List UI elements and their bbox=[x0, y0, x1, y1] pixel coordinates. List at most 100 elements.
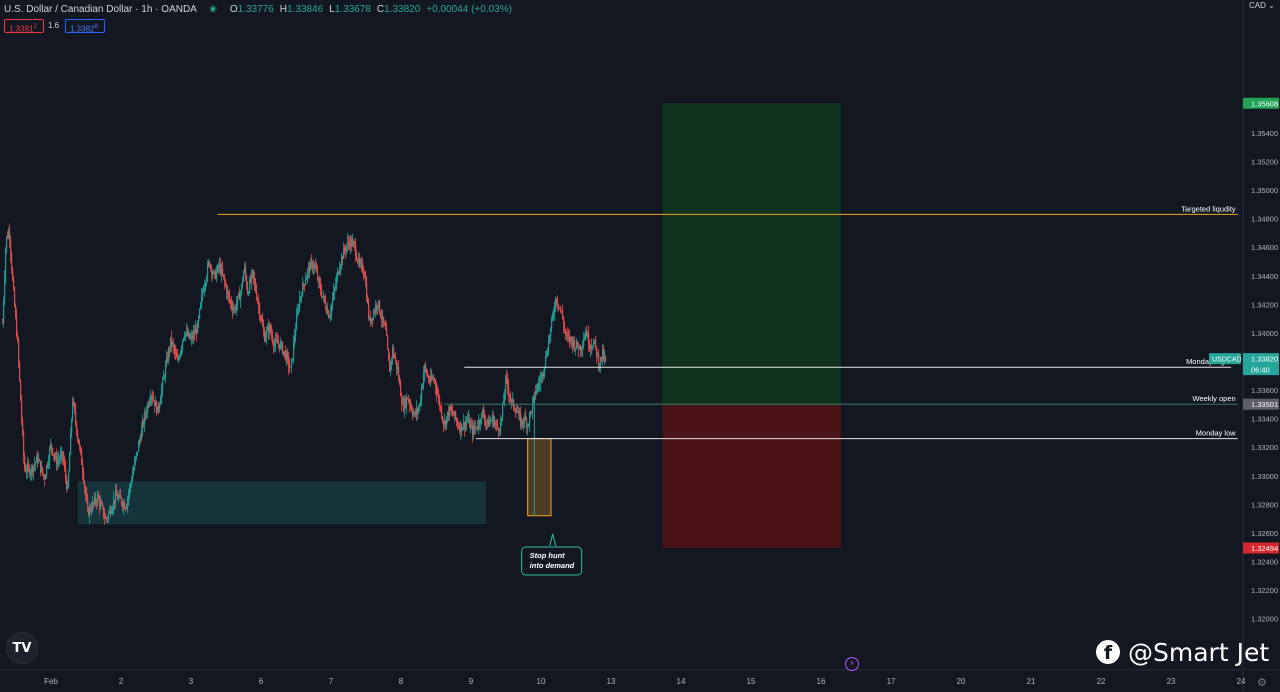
candle-body bbox=[51, 443, 53, 449]
candle-body bbox=[58, 459, 60, 461]
candle-body bbox=[167, 357, 169, 361]
candle-body bbox=[377, 305, 379, 308]
candle-body bbox=[552, 315, 554, 319]
candle-body bbox=[103, 507, 105, 517]
candle-body bbox=[330, 312, 332, 318]
candle-body bbox=[347, 241, 349, 247]
candle-body bbox=[256, 291, 258, 299]
price-axis[interactable]: 1.35608 1.35400 1.35200 1.35000 1.34800 1.346… bbox=[1209, 0, 1279, 692]
candle-body bbox=[378, 300, 380, 306]
candle-body bbox=[237, 296, 239, 304]
candle-body bbox=[598, 354, 600, 367]
candle-body bbox=[288, 356, 290, 367]
candle-body bbox=[310, 261, 312, 271]
time-tick-label: 24 bbox=[1237, 677, 1246, 686]
candle-body bbox=[38, 460, 40, 463]
candle-body bbox=[253, 270, 255, 278]
candle-body bbox=[260, 316, 262, 320]
candle-body bbox=[329, 317, 331, 319]
candle-body bbox=[241, 284, 243, 293]
candle-body bbox=[172, 343, 174, 345]
candle-body bbox=[252, 270, 254, 273]
annotation-layer: Targeted liqudity Monday high Weekly open M… bbox=[217, 204, 1238, 576]
candle-body bbox=[550, 327, 552, 337]
candle-body bbox=[96, 501, 98, 503]
candle-body bbox=[504, 393, 506, 401]
candle-body bbox=[186, 331, 188, 334]
monday-high-label: Monday high bbox=[1186, 357, 1229, 366]
time-tick-label: 2 bbox=[119, 677, 124, 686]
candle-body bbox=[298, 308, 300, 311]
candle-body bbox=[57, 460, 59, 465]
price-tick-label: 1.34600 bbox=[1251, 243, 1278, 252]
buy-button[interactable]: 1.33828 bbox=[65, 19, 105, 34]
candle-body bbox=[232, 306, 234, 311]
price-tick-label: 1.33600 bbox=[1251, 386, 1278, 395]
candle-body bbox=[169, 349, 171, 351]
candle-body bbox=[420, 400, 422, 404]
candle-body bbox=[571, 337, 573, 341]
candle-body bbox=[581, 348, 583, 351]
candle-body bbox=[89, 507, 91, 516]
candle-body bbox=[499, 430, 501, 432]
gear-icon[interactable]: ⚙ bbox=[1257, 677, 1267, 689]
candle-body bbox=[311, 261, 313, 263]
candle-body bbox=[152, 396, 154, 400]
candle-body bbox=[514, 407, 516, 411]
candle-body bbox=[140, 440, 142, 442]
sell-button[interactable]: 1.33812 bbox=[4, 19, 44, 34]
candle-body bbox=[150, 397, 152, 402]
candle-body bbox=[351, 239, 353, 247]
candle-body bbox=[379, 300, 381, 313]
candle-body bbox=[520, 414, 522, 426]
candle-body bbox=[10, 239, 12, 255]
price-tick-label: 1.33200 bbox=[1251, 443, 1278, 452]
candle-body bbox=[364, 273, 366, 278]
candle-body bbox=[513, 399, 515, 408]
lightning-icon[interactable]: ⚡ bbox=[845, 657, 859, 671]
symbol-title[interactable]: U.S. Dollar / Canadian Dollar · 1h · OAN… bbox=[4, 3, 197, 15]
low-value: 1.33678 bbox=[334, 3, 371, 15]
candle-body bbox=[161, 388, 163, 399]
candle-body bbox=[196, 329, 198, 334]
candle-body bbox=[145, 413, 147, 415]
candle-body bbox=[222, 268, 224, 275]
candle-body bbox=[477, 427, 479, 429]
candle-body bbox=[67, 486, 69, 489]
price-tick-label: 1.32400 bbox=[1251, 557, 1278, 566]
currency-selector[interactable]: CAD ⌄ bbox=[1249, 1, 1275, 10]
candle-body bbox=[157, 406, 159, 414]
candle-body bbox=[93, 502, 95, 504]
candle-body bbox=[113, 499, 115, 508]
candle-body bbox=[468, 417, 470, 420]
candle-body bbox=[69, 454, 71, 472]
time-axis[interactable]: Feb 2 3 6 7 8 9 10 13 14 15 16 17 20 21 22 23 24 bbox=[0, 669, 1280, 686]
candle-body bbox=[295, 329, 297, 337]
candle-body bbox=[240, 292, 242, 301]
price-tick-label: 1.33400 bbox=[1251, 415, 1278, 424]
candle-body bbox=[45, 475, 47, 480]
candle-body bbox=[155, 401, 157, 407]
candle-body bbox=[386, 329, 388, 336]
tradingview-logo-icon[interactable]: TV bbox=[6, 632, 38, 664]
candle-body bbox=[470, 424, 472, 428]
candle-body bbox=[434, 379, 436, 381]
candle-body bbox=[425, 365, 427, 370]
candle-body bbox=[274, 344, 276, 347]
candle-body bbox=[388, 348, 390, 361]
candle-body bbox=[350, 239, 352, 247]
candle-body bbox=[343, 247, 345, 260]
candle-body bbox=[390, 362, 392, 373]
candle-body bbox=[56, 456, 58, 465]
candle-body bbox=[4, 277, 6, 301]
candle-body bbox=[193, 332, 195, 339]
candle-body bbox=[472, 425, 474, 436]
candle-body bbox=[543, 371, 545, 377]
candle-body bbox=[176, 353, 178, 358]
candle-body bbox=[296, 315, 298, 330]
candle-body bbox=[453, 413, 455, 416]
candle-body bbox=[309, 266, 311, 271]
candle-body bbox=[413, 413, 415, 415]
candle-body bbox=[583, 340, 585, 347]
